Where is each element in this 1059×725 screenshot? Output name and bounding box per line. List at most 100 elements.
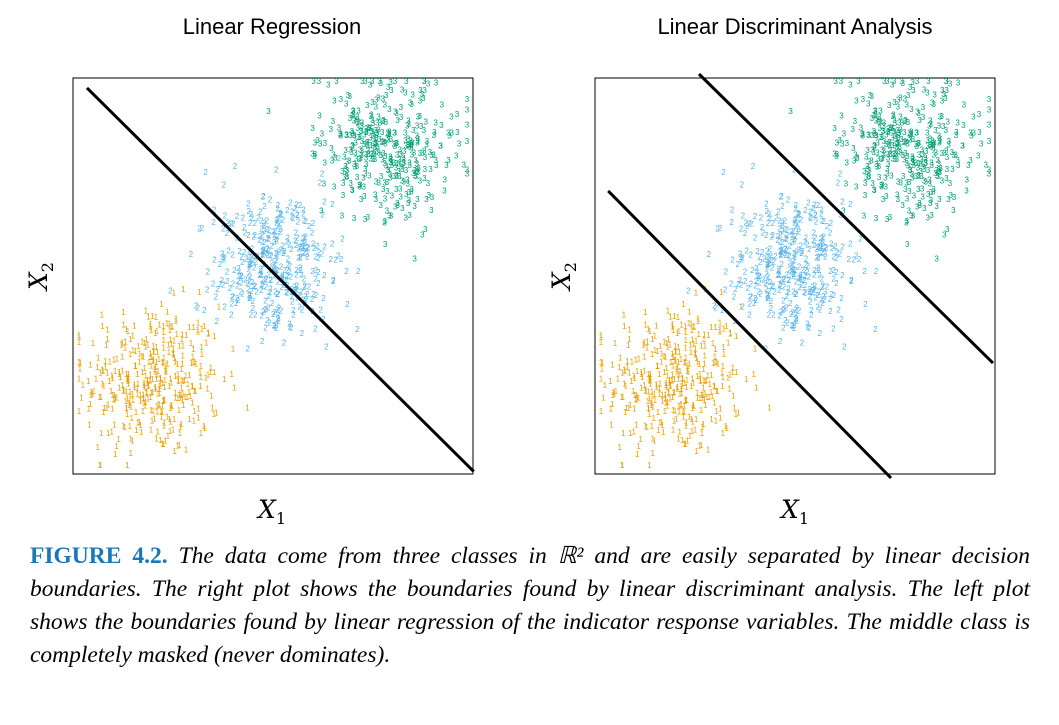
point-class-1: 1 [130, 390, 135, 399]
point-class-1: 1 [141, 407, 146, 416]
point-class-1: 1 [190, 381, 195, 390]
point-class-1: 1 [677, 407, 682, 416]
point-class-3: 3 [403, 136, 408, 145]
point-class-1: 1 [685, 376, 690, 385]
point-class-1: 1 [666, 389, 671, 398]
point-class-3: 3 [385, 178, 390, 187]
point-class-3: 3 [938, 113, 943, 122]
point-class-1: 1 [625, 363, 630, 372]
point-class-2: 2 [765, 263, 770, 272]
point-class-2: 2 [311, 240, 316, 249]
point-class-1: 1 [709, 415, 714, 424]
point-class-2: 2 [320, 211, 325, 220]
point-class-1: 1 [115, 355, 120, 364]
point-class-3: 3 [900, 151, 905, 160]
point-class-3: 3 [375, 142, 380, 151]
point-class-1: 1 [650, 350, 655, 359]
point-class-2: 2 [778, 247, 783, 256]
point-class-2: 2 [813, 282, 818, 291]
point-class-3: 3 [322, 179, 327, 188]
point-class-1: 1 [660, 421, 665, 430]
y-axis-label: X2 [24, 262, 57, 292]
point-class-1: 1 [159, 413, 164, 422]
point-class-1: 1 [654, 383, 659, 392]
point-class-2: 2 [793, 205, 798, 214]
point-class-1: 1 [174, 317, 179, 326]
point-class-2: 2 [769, 297, 774, 306]
point-class-1: 1 [134, 426, 139, 435]
point-class-1: 1 [123, 344, 128, 353]
point-class-3: 3 [890, 124, 895, 133]
point-class-1: 1 [665, 342, 670, 351]
point-class-1: 1 [695, 388, 700, 397]
point-class-2: 2 [780, 238, 785, 247]
point-class-1: 1 [167, 415, 172, 424]
point-class-1: 1 [146, 340, 151, 349]
point-class-1: 1 [726, 374, 731, 383]
point-class-3: 3 [888, 150, 893, 159]
point-class-1: 1 [202, 422, 207, 431]
point-class-1: 1 [655, 362, 660, 371]
point-class-1: 1 [136, 419, 141, 428]
point-class-1: 1 [149, 389, 154, 398]
point-class-2: 2 [765, 261, 770, 270]
point-class-3: 3 [916, 109, 921, 118]
point-class-1: 1 [696, 315, 701, 324]
point-class-1: 1 [81, 381, 86, 390]
point-class-2: 2 [754, 296, 759, 305]
point-class-1: 1 [198, 369, 203, 378]
point-class-2: 2 [807, 245, 812, 254]
point-class-3: 3 [937, 160, 942, 169]
point-class-1: 1 [712, 381, 717, 390]
point-class-3: 3 [362, 130, 367, 139]
point-class-3: 3 [373, 139, 378, 148]
point-class-1: 1 [106, 401, 111, 410]
point-class-2: 2 [828, 229, 833, 238]
figure-label: FIGURE 4.2. [30, 543, 168, 569]
point-class-3: 3 [382, 101, 387, 110]
point-class-1: 1 [662, 337, 667, 346]
point-class-1: 1 [696, 317, 701, 326]
point-class-1: 1 [129, 403, 134, 412]
point-class-3: 3 [323, 139, 328, 148]
point-class-1: 1 [684, 354, 689, 363]
point-class-3: 3 [385, 207, 390, 216]
point-class-2: 2 [777, 311, 782, 320]
point-class-1: 1 [177, 406, 182, 415]
point-class-3: 3 [915, 129, 920, 138]
point-class-1: 1 [146, 312, 151, 321]
point-class-2: 2 [818, 244, 823, 253]
point-class-3: 3 [405, 122, 410, 131]
point-class-2: 2 [256, 214, 261, 223]
point-class-1: 1 [655, 362, 660, 371]
point-class-2: 2 [298, 201, 303, 210]
point-class-2: 2 [286, 261, 291, 270]
point-class-1: 1 [98, 369, 103, 378]
point-class-1: 1 [161, 336, 166, 345]
point-class-3: 3 [367, 124, 372, 133]
point-class-3: 3 [422, 174, 427, 183]
point-class-1: 1 [155, 327, 160, 336]
point-class-2: 2 [809, 214, 814, 223]
caption-text: The data come from three classes in ℝ² a… [30, 543, 1031, 668]
point-class-1: 1 [680, 380, 685, 389]
point-class-2: 2 [264, 305, 269, 314]
point-class-3: 3 [866, 131, 871, 140]
point-class-3: 3 [987, 137, 992, 146]
point-class-3: 3 [364, 127, 369, 136]
point-class-2: 2 [302, 248, 307, 257]
point-class-3: 3 [394, 139, 399, 148]
point-class-2: 2 [783, 245, 788, 254]
point-class-1: 1 [141, 353, 146, 362]
point-class-3: 3 [360, 118, 365, 127]
point-class-1: 1 [684, 421, 689, 430]
point-class-3: 3 [319, 207, 324, 216]
point-class-1: 1 [180, 359, 185, 368]
point-class-3: 3 [465, 170, 470, 179]
point-class-3: 3 [876, 154, 881, 163]
point-class-3: 3 [909, 211, 914, 220]
point-class-3: 3 [952, 193, 957, 202]
point-class-2: 2 [803, 266, 808, 275]
point-class-3: 3 [903, 117, 908, 126]
point-class-1: 1 [610, 400, 615, 409]
